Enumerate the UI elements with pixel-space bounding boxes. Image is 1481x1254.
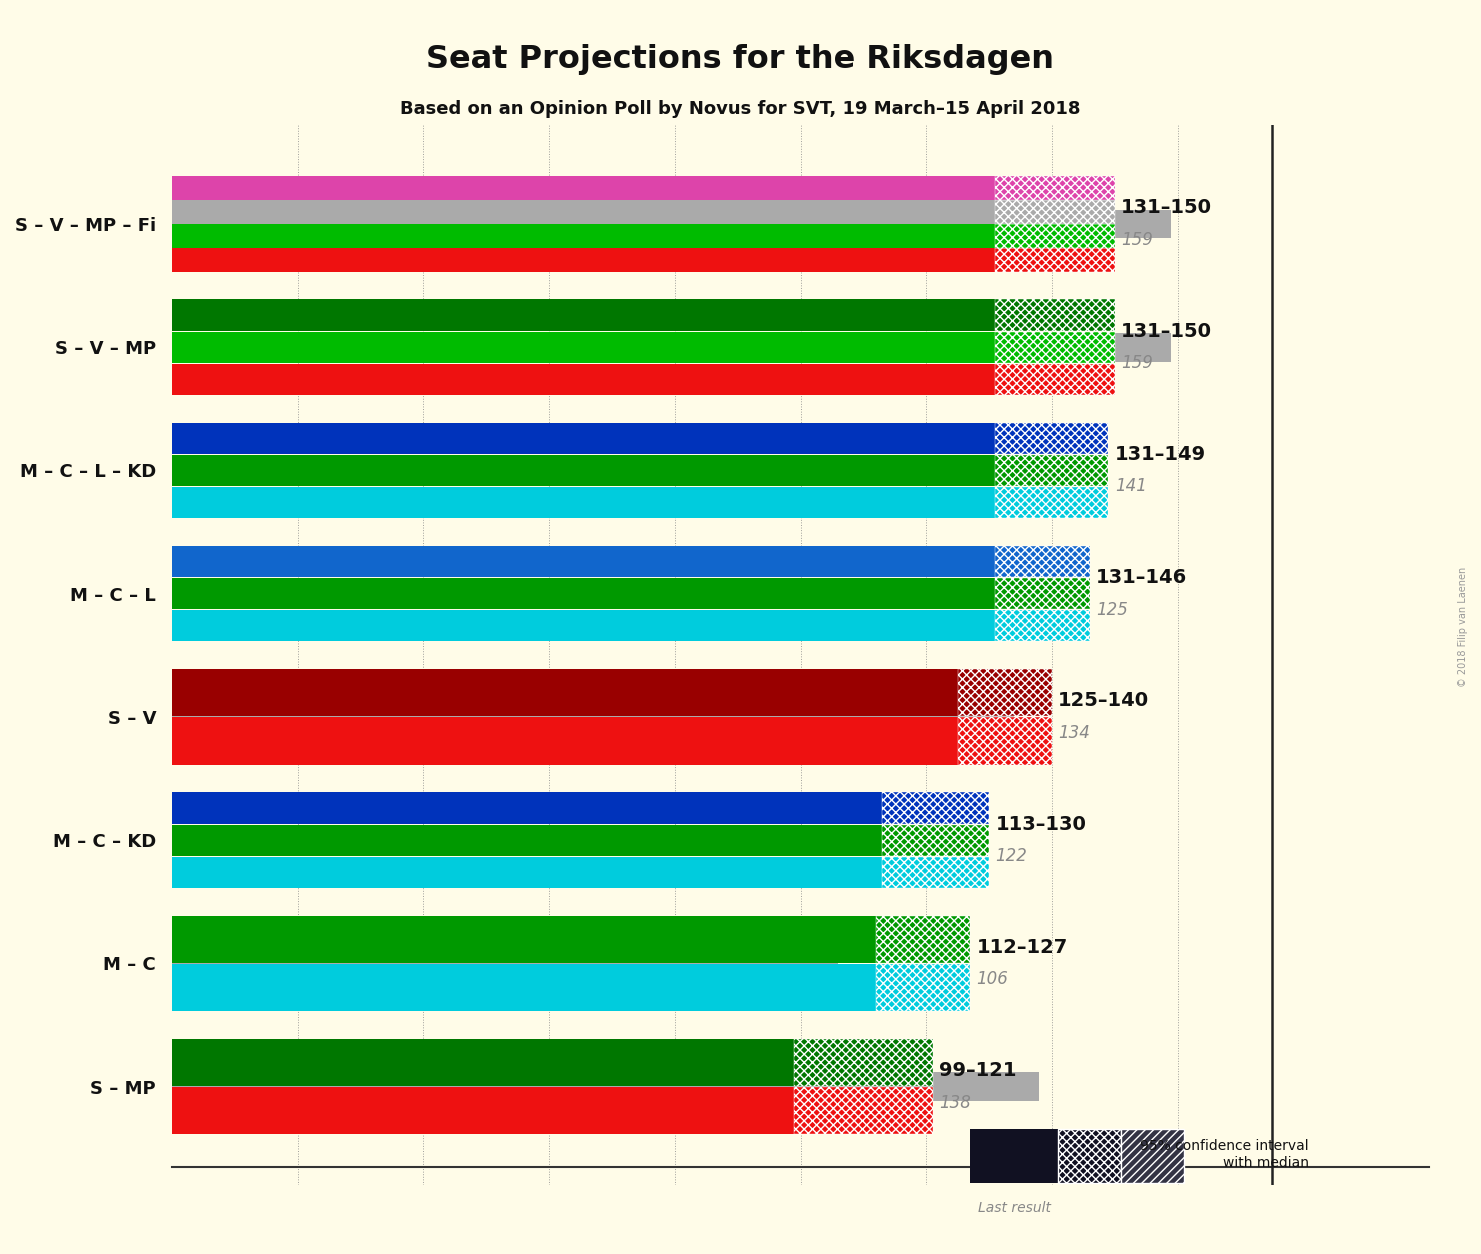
- Bar: [172, 578, 995, 609]
- Bar: [172, 331, 995, 362]
- Text: 122: 122: [995, 848, 1028, 865]
- Bar: [172, 364, 995, 395]
- Bar: [172, 964, 875, 1011]
- Text: 113–130: 113–130: [995, 815, 1086, 834]
- Text: Based on an Opinion Poll by Novus for SVT, 19 March–15 April 2018: Based on an Opinion Poll by Novus for SV…: [400, 100, 1081, 118]
- Text: Last result: Last result: [977, 1201, 1050, 1215]
- Bar: [172, 332, 1171, 361]
- Bar: [172, 826, 939, 855]
- Bar: [958, 670, 1052, 716]
- Bar: [172, 300, 995, 331]
- Bar: [172, 1040, 794, 1086]
- Text: Seat Projections for the Riksdagen: Seat Projections for the Riksdagen: [427, 44, 1054, 75]
- Text: 131–150: 131–150: [1121, 198, 1211, 217]
- Bar: [172, 670, 958, 716]
- Text: 131–146: 131–146: [1096, 568, 1188, 587]
- Bar: [970, 1129, 1059, 1183]
- Text: 95% confidence interval
with median: 95% confidence interval with median: [1140, 1140, 1309, 1170]
- Bar: [172, 1087, 794, 1135]
- Bar: [875, 915, 970, 963]
- Text: © 2018 Filip van Laenen: © 2018 Filip van Laenen: [1459, 567, 1468, 687]
- Bar: [172, 487, 995, 518]
- Text: 141: 141: [1115, 478, 1146, 495]
- Bar: [995, 487, 1108, 518]
- Text: 125–140: 125–140: [1059, 691, 1149, 711]
- Bar: [995, 364, 1115, 395]
- Bar: [995, 248, 1115, 272]
- Bar: [172, 456, 1059, 485]
- Bar: [995, 224, 1115, 248]
- Bar: [172, 793, 883, 824]
- Bar: [172, 176, 995, 199]
- Bar: [172, 455, 995, 487]
- Bar: [958, 717, 1052, 765]
- Text: 159: 159: [1121, 354, 1152, 372]
- Bar: [883, 856, 989, 888]
- Bar: [1059, 1129, 1121, 1183]
- Bar: [995, 300, 1115, 331]
- Text: 138: 138: [939, 1093, 970, 1112]
- Bar: [172, 209, 1171, 238]
- Text: 125: 125: [1096, 601, 1127, 618]
- Bar: [172, 224, 995, 248]
- Bar: [995, 609, 1090, 642]
- Bar: [995, 201, 1115, 223]
- Bar: [995, 545, 1090, 577]
- Bar: [172, 423, 995, 454]
- Bar: [1121, 1129, 1183, 1183]
- Bar: [995, 176, 1115, 199]
- Text: 134: 134: [1059, 724, 1090, 742]
- Bar: [883, 793, 989, 824]
- Bar: [172, 717, 958, 765]
- Bar: [794, 1040, 933, 1086]
- Bar: [172, 1072, 1040, 1101]
- Bar: [883, 825, 989, 856]
- Bar: [995, 578, 1090, 609]
- Bar: [995, 423, 1108, 454]
- Bar: [172, 825, 883, 856]
- Text: 112–127: 112–127: [976, 938, 1068, 957]
- Bar: [172, 609, 995, 642]
- Text: 106: 106: [976, 971, 1009, 988]
- Bar: [995, 331, 1115, 362]
- Text: 131–150: 131–150: [1121, 322, 1211, 341]
- Bar: [172, 201, 995, 223]
- Bar: [172, 702, 1014, 731]
- Bar: [172, 949, 838, 978]
- Text: 99–121: 99–121: [939, 1061, 1016, 1080]
- Bar: [172, 856, 883, 888]
- Text: 131–149: 131–149: [1115, 445, 1206, 464]
- Bar: [794, 1087, 933, 1135]
- Bar: [995, 455, 1108, 487]
- Bar: [172, 579, 958, 608]
- Bar: [172, 248, 995, 272]
- Text: 159: 159: [1121, 231, 1152, 250]
- Bar: [172, 545, 995, 577]
- Bar: [875, 964, 970, 1011]
- Bar: [172, 915, 875, 963]
